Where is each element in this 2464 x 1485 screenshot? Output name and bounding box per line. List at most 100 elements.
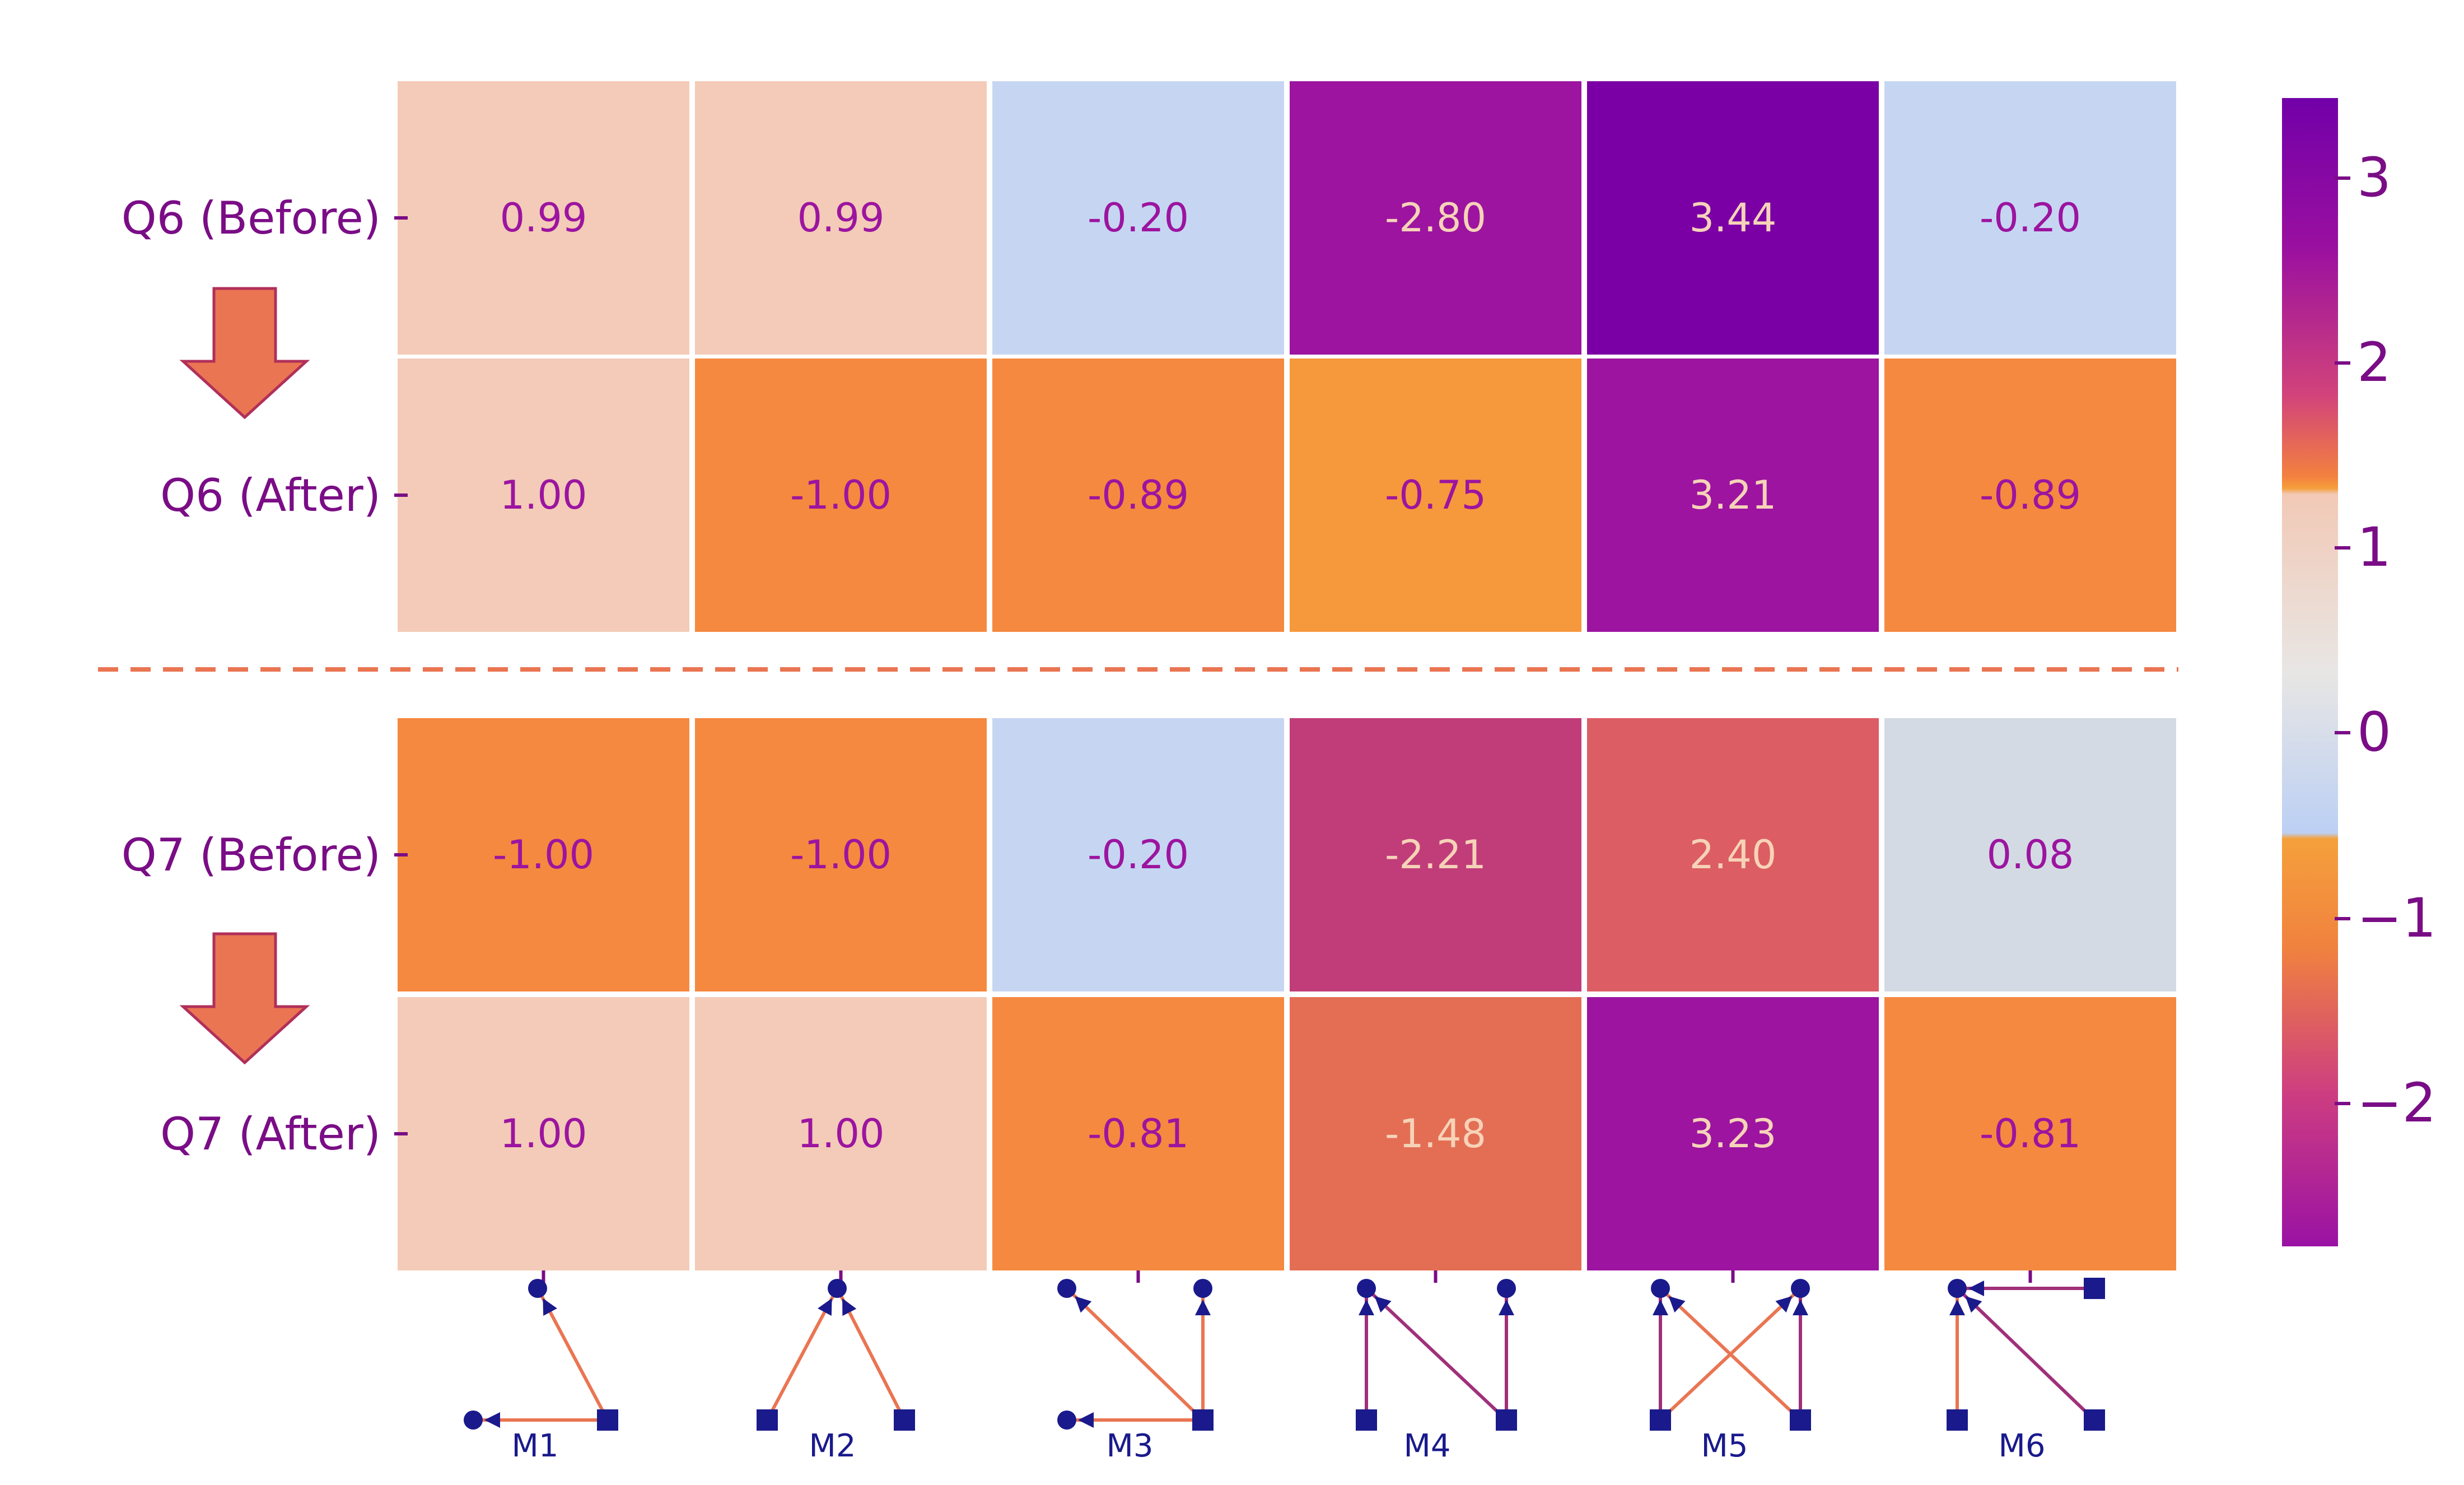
heatmap-cell [992, 359, 1284, 632]
cell-value-label: 1.00 [500, 1111, 587, 1157]
column-label: M5 [1701, 1428, 1748, 1464]
cell-value-label: -1.00 [493, 832, 594, 878]
motif-edge [1365, 1287, 1508, 1422]
cell-value-label: 3.44 [1690, 195, 1777, 241]
motif-node-square [1356, 1409, 1377, 1431]
cell-value-label: -0.20 [1088, 195, 1189, 241]
motif-arrowhead [1968, 1281, 1984, 1296]
column-label: M1 [512, 1428, 559, 1464]
motif-diagram: M4 [1356, 1279, 1517, 1464]
motif-node-circle [1791, 1279, 1810, 1298]
heatmap-cell [398, 359, 689, 632]
colorbar-tick-label: 3 [2357, 146, 2391, 209]
motif-diagram: M5 [1650, 1279, 1811, 1464]
cell-value-label: 3.23 [1690, 1111, 1777, 1157]
heatmap-cell [398, 81, 689, 355]
column-label: M6 [1999, 1428, 2046, 1464]
colorbar-tick-label: −1 [2357, 887, 2437, 949]
motif-node-square [757, 1409, 778, 1431]
motif-arrowhead [1668, 1296, 1686, 1313]
motif-diagram: M6 [1947, 1278, 2105, 1464]
motif-edge [1065, 1287, 1205, 1422]
motif-node-square [2084, 1278, 2105, 1299]
motif-diagram: M3 [1057, 1279, 1214, 1464]
transition-arrow-icon [179, 932, 310, 1065]
heatmap-cell [398, 997, 689, 1270]
cell-value-label: -2.80 [1385, 195, 1486, 241]
heatmap-cell [695, 359, 987, 632]
heatmap-cell [992, 81, 1284, 355]
column-label: M4 [1404, 1428, 1451, 1464]
motif-node-circle [1357, 1279, 1376, 1298]
cell-value-label: 1.00 [797, 1111, 885, 1157]
heatmap-cell [1884, 718, 2176, 991]
motif-node-circle [528, 1279, 547, 1298]
motif-arrowhead [1374, 1296, 1392, 1313]
colorbar-gradient [2282, 98, 2338, 1246]
cell-value-label: -0.81 [1088, 1111, 1189, 1157]
motif-node-square [2084, 1409, 2105, 1431]
heatmap-cell [1587, 359, 1879, 632]
heatmap-cell [398, 718, 689, 991]
heatmap-cell [992, 997, 1284, 1270]
motif-arrowhead [1499, 1300, 1514, 1315]
motif-arrowhead [818, 1298, 832, 1316]
colorbar-tick-label: −2 [2357, 1072, 2437, 1134]
column-label: M2 [809, 1428, 856, 1464]
cell-value-label: -0.89 [1088, 472, 1189, 518]
motif-arrowhead [1359, 1300, 1374, 1315]
cell-value-label: -0.89 [1980, 472, 2081, 518]
heatmap-cell [1290, 997, 1581, 1270]
cell-value-label: 0.99 [797, 195, 885, 241]
cell-value-label: -0.20 [1088, 832, 1189, 878]
motif-node-square [1790, 1409, 1811, 1431]
colorbar: 3 2 1 0 −1 −2 [2282, 98, 2437, 1246]
row-label: Q7 (After) [160, 1108, 381, 1160]
heatmap-cell [1290, 359, 1581, 632]
motif-edge [1956, 1287, 2096, 1422]
heatmap-cell [992, 718, 1284, 991]
heatmap-cell [1587, 718, 1879, 991]
column-label: M3 [1107, 1428, 1154, 1464]
decorations [98, 287, 2178, 1065]
cell-value-label: 3.21 [1690, 472, 1777, 518]
motif-node-circle [1948, 1279, 1967, 1298]
motif-node-circle [1057, 1279, 1076, 1298]
cell-value-label: 0.08 [1987, 832, 2074, 878]
cell-value-label: -2.21 [1385, 832, 1486, 878]
motif-node-square [597, 1409, 618, 1431]
motif-arrowhead [1949, 1300, 1965, 1315]
cell-value-label: -0.75 [1385, 472, 1486, 518]
heatmap-cell [1884, 997, 2176, 1270]
heatmap-cells: 0.99 0.99 -0.20 -2.80 3.44 -0.20 1.00 -1.00 -0.8… [398, 81, 2176, 1270]
motif-node-circle [828, 1279, 847, 1298]
heatmap-cell [1290, 718, 1581, 991]
motif-arrowhead [1195, 1300, 1211, 1315]
motif-arrowhead [1775, 1296, 1793, 1313]
heatmap-cell [1884, 359, 2176, 632]
motif-node-square [1947, 1409, 1968, 1431]
cell-value-label: -1.00 [790, 472, 892, 518]
colorbar-tick-label: 2 [2357, 331, 2391, 394]
colorbar-tick-label: 0 [2357, 701, 2391, 764]
row-label: Q6 (Before) [122, 192, 381, 244]
cell-value-label: -1.00 [790, 832, 892, 878]
cell-value-label: -0.20 [1980, 195, 2081, 241]
motif-arrowhead [1965, 1296, 1982, 1313]
motif-arrowhead [484, 1412, 500, 1428]
motif-node-circle [1057, 1410, 1076, 1430]
heatmap-cell [1290, 81, 1581, 355]
heatmap-cell [1884, 81, 2176, 355]
transition-arrow-icon [179, 287, 310, 420]
motif-node-square [1192, 1409, 1214, 1431]
cell-value-label: -0.81 [1980, 1111, 2081, 1157]
motif-edge [1659, 1287, 1802, 1422]
motif-arrowhead [1653, 1300, 1668, 1315]
motif-node-square [1496, 1409, 1517, 1431]
motif-arrowhead [1793, 1300, 1808, 1315]
motif-node-circle [1651, 1279, 1670, 1298]
heatmap-cell [695, 718, 987, 991]
motif-diagram: M2 [757, 1279, 915, 1464]
cell-value-label: -1.48 [1385, 1111, 1486, 1157]
